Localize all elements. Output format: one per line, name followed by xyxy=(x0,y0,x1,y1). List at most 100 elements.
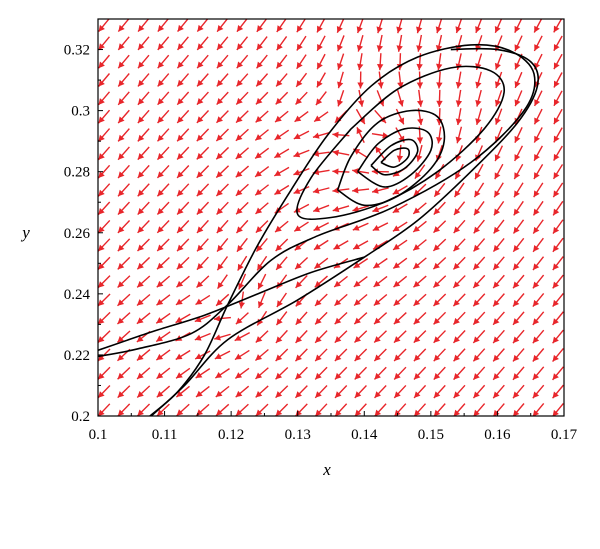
field-arrow xyxy=(393,330,407,344)
field-arrow xyxy=(155,349,171,361)
field-arrow xyxy=(98,36,110,51)
field-arrow xyxy=(552,348,564,362)
field-arrow xyxy=(235,403,249,416)
field-arrow xyxy=(156,403,170,416)
field-arrow xyxy=(453,348,466,362)
field-arrow xyxy=(117,219,131,234)
field-arrow xyxy=(275,73,288,87)
field-arrow xyxy=(254,184,270,196)
field-arrow xyxy=(136,256,151,270)
field-arrow xyxy=(296,35,307,51)
field-arrow xyxy=(274,184,290,196)
field-arrow xyxy=(256,255,268,271)
field-arrow xyxy=(352,205,369,213)
field-arrow xyxy=(255,73,269,87)
field-arrow xyxy=(356,127,365,143)
field-arrow xyxy=(372,257,388,269)
field-arrow xyxy=(98,164,111,179)
y-axis-label: y xyxy=(20,223,30,242)
field-arrow xyxy=(116,330,131,343)
field-arrow xyxy=(98,54,110,69)
field-arrow xyxy=(312,187,330,194)
field-arrow xyxy=(117,54,130,69)
field-arrow xyxy=(234,367,250,379)
field-arrow xyxy=(156,220,170,234)
field-arrow xyxy=(98,146,111,161)
field-arrow xyxy=(412,257,427,270)
field-arrow xyxy=(175,313,191,324)
field-arrow xyxy=(332,168,350,175)
field-arrow xyxy=(137,220,150,234)
field-arrow xyxy=(256,19,268,33)
field-arrow xyxy=(353,275,368,288)
field-arrow xyxy=(337,71,344,89)
field-arrow xyxy=(492,256,505,271)
field-arrow xyxy=(396,34,403,52)
field-arrow xyxy=(194,314,211,323)
field-arrow xyxy=(196,73,209,87)
field-arrow xyxy=(372,222,389,232)
field-arrow xyxy=(494,71,503,89)
field-arrow xyxy=(295,91,308,105)
field-arrow xyxy=(514,35,523,52)
field-arrow xyxy=(295,275,308,289)
field-arrow xyxy=(432,238,447,252)
field-arrow xyxy=(275,329,288,344)
field-arrow xyxy=(273,166,290,177)
field-arrow xyxy=(472,384,486,399)
field-arrow xyxy=(472,311,486,326)
field-arrow xyxy=(512,403,525,416)
field-arrow xyxy=(436,89,443,107)
field-arrow xyxy=(295,329,308,344)
field-arrow xyxy=(255,238,268,252)
field-arrow xyxy=(136,385,151,398)
field-arrow xyxy=(514,71,523,89)
field-arrow xyxy=(512,256,525,271)
field-arrow xyxy=(236,36,249,51)
field-arrow xyxy=(416,144,423,162)
field-arrow xyxy=(136,293,151,307)
field-arrow xyxy=(275,385,289,399)
field-arrow xyxy=(293,221,309,232)
field-arrow xyxy=(137,109,150,124)
field-arrow xyxy=(455,89,463,107)
field-arrow xyxy=(436,53,443,71)
field-arrow xyxy=(196,36,209,51)
field-arrow xyxy=(275,311,288,326)
field-arrow xyxy=(196,128,210,142)
field-arrow xyxy=(492,366,505,381)
field-arrow xyxy=(137,91,150,106)
field-arrow xyxy=(196,165,210,179)
field-arrow xyxy=(98,19,110,33)
field-arrow xyxy=(196,275,210,289)
field-arrow xyxy=(157,91,170,106)
field-arrow xyxy=(98,293,111,307)
field-arrow xyxy=(176,128,190,142)
field-arrow xyxy=(235,183,249,197)
field-arrow xyxy=(413,366,427,381)
field-arrow xyxy=(117,91,130,106)
field-arrow xyxy=(157,36,170,51)
field-arrow xyxy=(514,127,523,143)
field-arrow xyxy=(512,348,525,362)
field-arrow xyxy=(234,332,251,342)
field-arrow xyxy=(275,91,289,105)
field-arrow xyxy=(452,275,466,289)
field-arrow xyxy=(416,71,424,89)
field-arrow xyxy=(553,108,563,125)
field-arrow xyxy=(552,384,564,399)
field-arrow xyxy=(215,183,229,197)
field-arrow xyxy=(553,127,563,143)
field-arrow xyxy=(216,36,229,51)
field-arrow xyxy=(533,182,544,198)
field-arrow xyxy=(552,292,564,308)
field-arrow xyxy=(312,132,330,139)
field-arrow xyxy=(455,126,463,144)
field-arrow xyxy=(532,329,545,344)
field-arrow xyxy=(213,315,231,322)
field-arrow xyxy=(352,222,369,231)
x-tick-label-3: 0.13 xyxy=(285,427,311,443)
field-arrow xyxy=(176,183,190,197)
field-arrow xyxy=(255,403,269,416)
field-arrow xyxy=(393,348,407,362)
